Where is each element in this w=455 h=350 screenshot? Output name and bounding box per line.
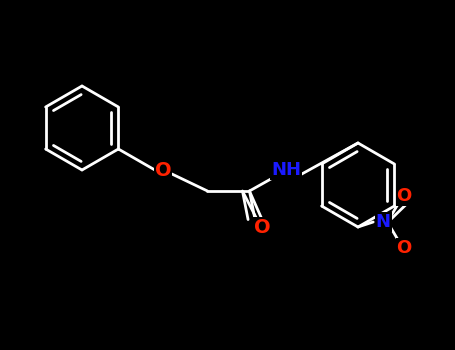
Text: N: N xyxy=(376,213,391,231)
Text: O: O xyxy=(155,161,171,180)
Text: NH: NH xyxy=(271,161,301,179)
Text: O: O xyxy=(254,218,270,237)
Text: O: O xyxy=(397,187,412,205)
Text: O: O xyxy=(397,239,412,257)
